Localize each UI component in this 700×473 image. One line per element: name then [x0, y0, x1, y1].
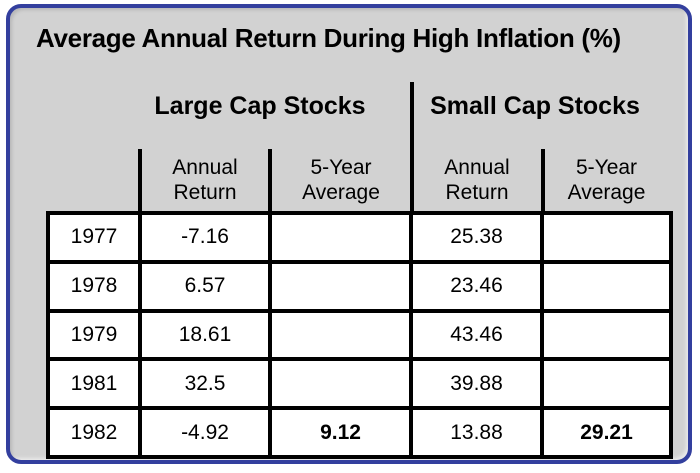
small-5yr-average-cell [544, 312, 669, 358]
subheader-small-annual-return: Annual Return [444, 156, 510, 204]
small-annual-return-cell: 13.88 [413, 410, 540, 455]
large-5yr-average-cell [272, 263, 409, 309]
small-annual-return-cell: 43.46 [413, 312, 540, 358]
column-divider-small-annual-5yr [541, 149, 545, 211]
year-cell: 1982 [50, 410, 138, 455]
small-annual-return-cell: 23.46 [413, 263, 540, 309]
small-5yr-average-cell [544, 215, 669, 260]
small-5yr-average-cell: 29.21 [544, 410, 669, 455]
column-group-large-cap-stocks: Large Cap Stocks [154, 92, 366, 120]
card-title: Average Annual Return During High Inflat… [36, 23, 621, 53]
large-annual-return-cell: 32.5 [142, 361, 268, 407]
small-5yr-average-cell [544, 361, 669, 407]
subheader-large-annual-return: Annual Return [172, 156, 238, 204]
column-divider-large-annual-5yr [268, 149, 272, 211]
small-5yr-average-cell [544, 263, 669, 309]
inflation-returns-card: Average Annual Return During High Inflat… [6, 4, 692, 464]
large-annual-return-cell: 6.57 [142, 263, 268, 309]
large-5yr-average-cell: 9.12 [272, 410, 409, 455]
column-group-small-cap-stocks: Small Cap Stocks [430, 92, 640, 120]
column-divider-year-large [138, 149, 142, 211]
returns-table: 1977 -7.16 25.38 1978 6.57 23.46 1979 18… [46, 211, 673, 459]
group-divider-line [410, 82, 414, 212]
large-annual-return-cell: -4.92 [142, 410, 268, 455]
large-annual-return-cell: -7.16 [142, 215, 268, 260]
small-annual-return-cell: 25.38 [413, 215, 540, 260]
large-5yr-average-cell [272, 215, 409, 260]
large-5yr-average-cell [272, 312, 409, 358]
year-cell: 1981 [50, 361, 138, 407]
large-5yr-average-cell [272, 361, 409, 407]
large-annual-return-cell: 18.61 [142, 312, 268, 358]
year-cell: 1978 [50, 263, 138, 309]
year-cell: 1977 [50, 215, 138, 260]
subheader-small-5-year-average: 5-Year Average [567, 156, 646, 204]
small-annual-return-cell: 39.88 [413, 361, 540, 407]
subheader-large-5-year-average: 5-Year Average [302, 156, 380, 204]
year-cell: 1979 [50, 312, 138, 358]
